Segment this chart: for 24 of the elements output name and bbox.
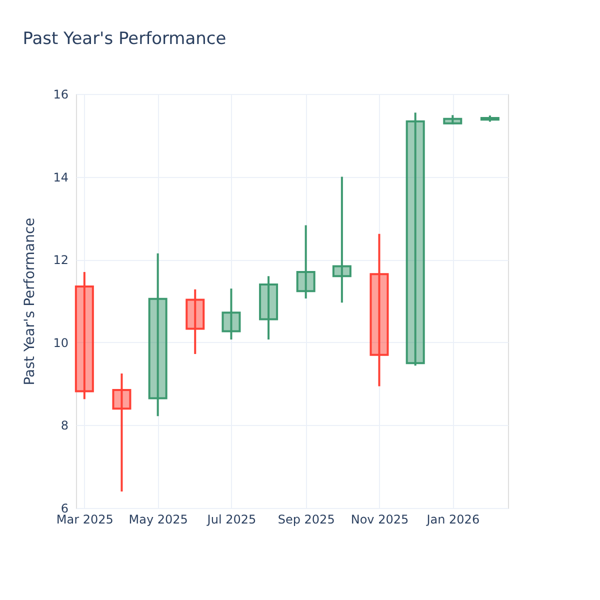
x-tick-label: Jul 2025 <box>206 512 256 526</box>
x-tick-label: Mar 2025 <box>56 512 114 526</box>
candlestick <box>222 288 241 340</box>
x-tick-label: May 2025 <box>128 512 188 526</box>
x-tick-label: Sep 2025 <box>278 512 335 526</box>
y-tick-label: 10 <box>53 336 68 350</box>
y-tick-label: 14 <box>53 170 68 184</box>
candlestick <box>186 288 205 355</box>
candlestick <box>296 224 316 300</box>
candlestick <box>332 176 352 304</box>
y-tick-label: 6 <box>60 502 68 516</box>
x-tick-label: Jan 2026 <box>426 512 480 526</box>
candlestick <box>74 271 94 400</box>
candlestick <box>406 112 425 367</box>
chart-title: Past Year's Performance <box>22 29 226 49</box>
candlestick <box>480 114 500 123</box>
y-tick-label: 12 <box>53 253 68 268</box>
candlestick <box>259 275 278 340</box>
y-tick-label: 8 <box>60 418 68 433</box>
candlestick <box>443 114 462 126</box>
y-axis-title: Past Year's Performance <box>22 218 38 386</box>
x-tick-label: Nov 2025 <box>350 512 409 526</box>
candlestick <box>112 372 132 492</box>
y-tick-label: 16 <box>53 88 68 102</box>
